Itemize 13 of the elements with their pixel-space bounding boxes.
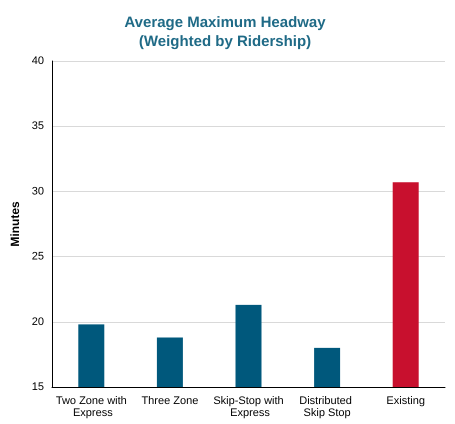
x-tick-label: Three Zone <box>141 395 198 407</box>
y-tick-label: 25 <box>32 250 44 263</box>
y-axis-title: Minutes <box>8 201 22 247</box>
x-tick-label: Existing <box>386 395 425 407</box>
y-tick-label: 35 <box>32 120 44 132</box>
y-tick-label: 40 <box>32 55 44 67</box>
y-tick-label: 15 <box>32 381 44 393</box>
x-tick-label: Two Zone with Express <box>56 395 127 419</box>
y-tick-label: 30 <box>32 185 44 198</box>
y-tick-label: 20 <box>32 316 44 328</box>
x-tick-label: Skip-Stop with Express <box>213 395 284 419</box>
x-tick-label: Distributed Skip Stop <box>299 395 355 419</box>
chart-title: Average Maximum Headway (Weighted by Ridership) <box>124 14 326 50</box>
